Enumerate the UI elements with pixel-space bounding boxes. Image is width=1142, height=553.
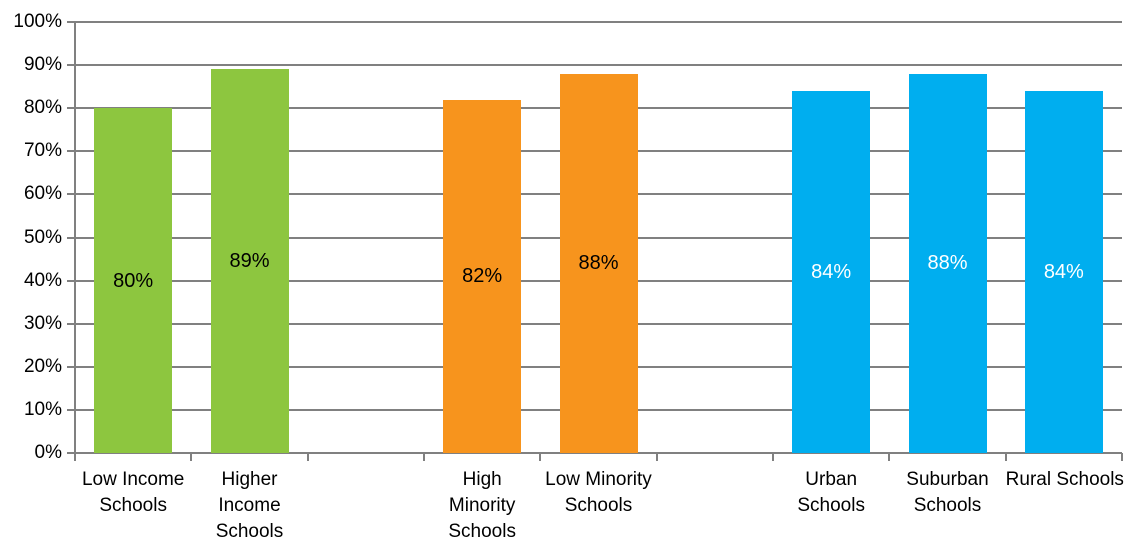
x-axis-tick — [1121, 453, 1123, 461]
gridline — [67, 64, 1122, 67]
x-axis-category-label: Urban Schools — [773, 467, 889, 519]
x-axis-category-label: Low Income Schools — [75, 467, 191, 519]
bar: 82% — [443, 99, 522, 453]
x-axis-tick — [190, 453, 193, 461]
x-axis-category-label: Suburban Schools — [889, 467, 1005, 519]
x-axis-category-label: Low Minority Schools — [540, 467, 656, 519]
y-axis-tick-label: 70% — [23, 140, 62, 162]
x-axis-category-label: High Minority Schools — [424, 467, 540, 545]
bar: 80% — [94, 108, 173, 453]
bar: 88% — [908, 73, 987, 453]
y-axis-tick-label: 10% — [23, 398, 62, 420]
category-label-line: Schools — [99, 495, 167, 516]
y-axis-line — [74, 22, 76, 461]
bar-value-label: 88% — [927, 252, 968, 275]
x-axis-tick — [423, 453, 425, 461]
category-label-line: High — [462, 469, 502, 490]
x-axis-tick — [74, 453, 76, 461]
bar-value-label: 84% — [811, 260, 852, 283]
bar: 84% — [1024, 90, 1103, 453]
category-label-line: Urban — [805, 469, 858, 490]
bar-value-label: 84% — [1043, 260, 1084, 283]
category-label-line: Income — [218, 495, 281, 516]
y-axis-tick-label: 50% — [23, 226, 62, 248]
x-axis-category-label: Rural Schools — [1005, 467, 1124, 493]
category-label-line: Schools — [797, 495, 865, 516]
x-axis-tick — [888, 453, 891, 461]
y-axis-tick-label: 20% — [23, 355, 62, 377]
y-axis-tick-label: 100% — [13, 11, 62, 32]
bar-value-label: 80% — [113, 269, 154, 292]
y-axis-tick-label: 40% — [23, 269, 62, 291]
bar-value-label: 89% — [229, 250, 270, 273]
category-label-line: Higher — [221, 469, 278, 490]
category-label-line: Low Income — [81, 469, 185, 490]
x-axis-tick — [539, 453, 542, 461]
y-axis-tick-label: 30% — [23, 312, 62, 334]
x-axis-tick — [655, 453, 658, 461]
y-axis-tick-label: 90% — [23, 54, 62, 76]
category-label-line: Low Minority — [545, 469, 652, 490]
category-label-line: Schools — [448, 521, 516, 542]
bar: 89% — [210, 69, 289, 453]
gridline — [67, 452, 1122, 454]
y-axis-tick-label: 60% — [23, 183, 62, 205]
bar: 84% — [792, 90, 871, 453]
bar: 88% — [559, 73, 638, 453]
category-label-line: Schools — [215, 521, 284, 542]
category-label-line: Suburban — [906, 469, 989, 490]
y-axis-tick-label: 80% — [23, 97, 62, 119]
category-label-line: Schools — [913, 495, 982, 516]
gridline — [67, 21, 1122, 23]
category-label-line: Rural Schools — [1005, 469, 1124, 490]
x-axis-tick — [1004, 453, 1007, 461]
y-axis-tick-label: 0% — [34, 442, 62, 463]
category-label-line: Minority — [448, 495, 516, 516]
x-axis-tick — [772, 453, 774, 461]
x-axis-tick — [306, 453, 309, 461]
x-axis-category-label: Higher Income Schools — [191, 467, 307, 545]
category-label-line: Schools — [564, 495, 633, 516]
bar-value-label: 88% — [578, 252, 619, 275]
bar-value-label: 82% — [462, 265, 503, 288]
